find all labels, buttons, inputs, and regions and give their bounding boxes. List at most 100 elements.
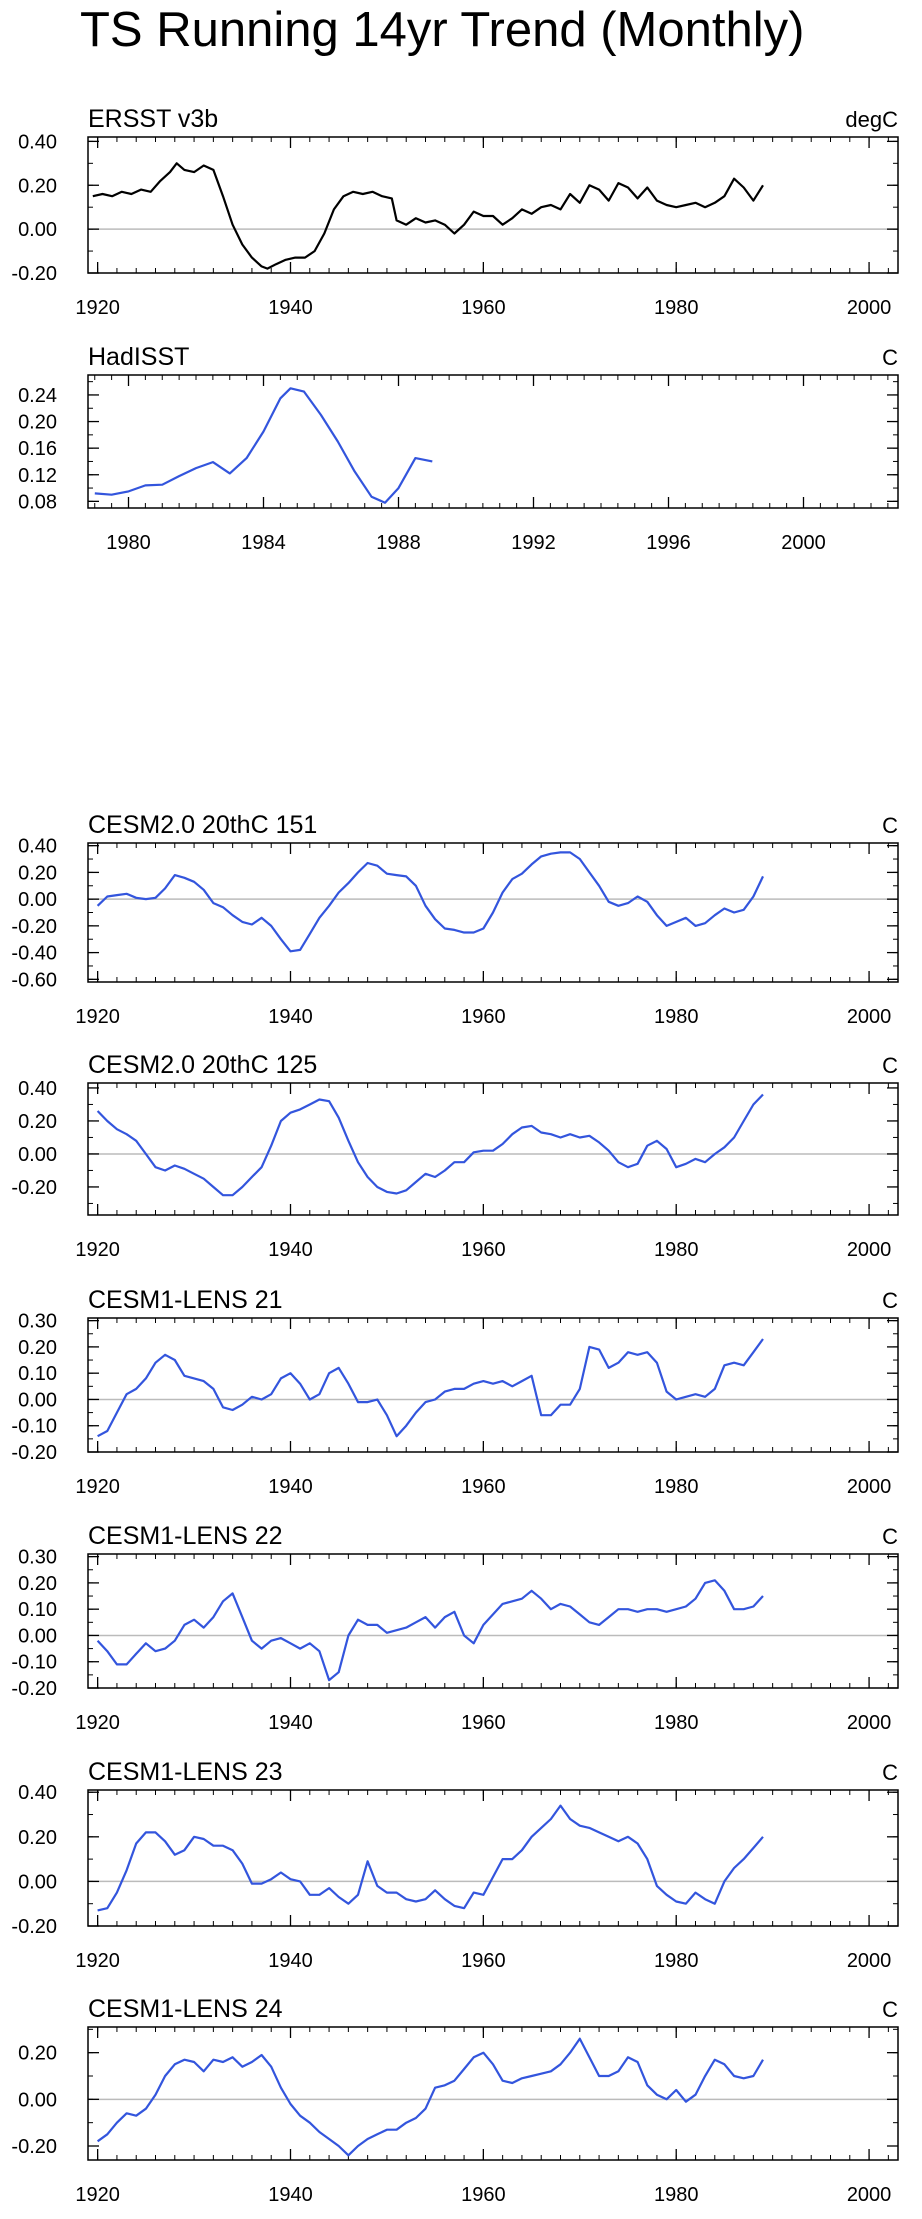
x-tick-label: 1920	[75, 1476, 120, 1498]
panel-units: C	[882, 1288, 898, 1313]
y-tick-label: -0.60	[11, 969, 57, 991]
y-tick-label: 0.00	[18, 1389, 57, 1411]
panel-title: CESM1-LENS 23	[88, 1758, 283, 1786]
x-tick-label: 1960	[461, 1239, 506, 1261]
x-tick-label: 1980	[654, 1476, 699, 1498]
main-title: TS Running 14yr Trend (Monthly)	[80, 3, 805, 57]
y-tick-label: 0.00	[18, 1625, 57, 1647]
x-tick-label: 1960	[461, 1006, 506, 1028]
y-tick-label: -0.20	[11, 1678, 57, 1700]
y-tick-label: 0.40	[18, 131, 57, 153]
y-tick-label: 0.16	[18, 438, 57, 460]
x-tick-label: 2000	[847, 1950, 892, 1972]
x-tick-label: 2000	[847, 1006, 892, 1028]
y-tick-label: 0.30	[18, 1311, 57, 1333]
data-series-line	[97, 1804, 764, 1912]
panel-units: C	[882, 1760, 898, 1785]
data-series-line	[96, 1093, 764, 1197]
y-tick-label: 0.20	[18, 862, 57, 884]
panel-title: ERSST v3b	[88, 105, 218, 133]
y-tick-label: -0.20	[11, 263, 57, 285]
x-tick-label: 1960	[461, 1476, 506, 1498]
y-tick-label: 0.00	[18, 2089, 57, 2111]
y-tick-label: -0.40	[11, 943, 57, 965]
y-tick-label: -0.20	[11, 916, 57, 938]
panel-1: ERSST v3b degC 1920 1940 1960 1980 2000 -0.20 0.…	[11, 105, 899, 319]
y-tick-label: -0.10	[11, 1416, 57, 1438]
x-tick-label: 1940	[268, 1006, 313, 1028]
x-tick-label: 1920	[75, 297, 120, 319]
x-tick-label: 1980	[654, 1239, 699, 1261]
x-tick-label: 2000	[847, 297, 892, 319]
x-tick-label: 2000	[847, 2184, 892, 2206]
x-tick-label: 1920	[75, 1239, 120, 1261]
y-tick-label: 0.24	[18, 385, 57, 407]
x-tick-label: 1960	[461, 1950, 506, 1972]
y-tick-label: 0.00	[18, 219, 57, 241]
y-tick-label: 0.12	[18, 465, 57, 487]
x-tick-label: 1940	[268, 1239, 313, 1261]
panel-frame	[87, 1789, 899, 1927]
x-tick-label: 1920	[75, 1006, 120, 1028]
panel-title: CESM2.0 20thC 151	[88, 811, 317, 839]
x-tick-label: 1960	[461, 2184, 506, 2206]
x-tick-label: 1960	[461, 1712, 506, 1734]
x-tick-label: 1940	[268, 1476, 313, 1498]
panel-title: HadISST	[88, 343, 189, 371]
y-tick-label: 0.08	[18, 491, 57, 513]
x-tick-label: 1940	[268, 1712, 313, 1734]
x-tick-label: 1920	[75, 1712, 120, 1734]
y-tick-label: 0.30	[18, 1547, 57, 1569]
data-series-line	[96, 1579, 764, 1682]
data-series-line	[97, 1338, 764, 1438]
data-series-line	[96, 2037, 764, 2157]
x-tick-label: 1992	[511, 532, 556, 554]
y-tick-label: 0.00	[18, 889, 57, 911]
x-tick-label: 2000	[847, 1712, 892, 1734]
panel-units: C	[882, 1053, 898, 1078]
y-tick-label: 0.00	[18, 1144, 57, 1166]
x-tick-label: 1984	[241, 532, 286, 554]
y-tick-label: 0.40	[18, 1078, 57, 1100]
y-tick-label: 0.00	[18, 1871, 57, 1893]
x-tick-label: 2000	[781, 532, 826, 554]
x-tick-label: 1940	[268, 2184, 313, 2206]
x-tick-label: 1980	[106, 532, 151, 554]
panel-7: CESM1-LENS 23 C 1920 1940 1960 1980 2000 -0.20 0…	[11, 1758, 899, 1972]
y-tick-label: 0.40	[18, 1782, 57, 1804]
x-tick-label: 1920	[75, 2184, 120, 2206]
panel-6: CESM1-LENS 22 C 1920 1940 1960 1980 2000 -0.20 -…	[11, 1522, 899, 1734]
panel-frame	[87, 2026, 899, 2161]
x-tick-label: 1960	[461, 297, 506, 319]
y-tick-label: 0.20	[18, 175, 57, 197]
x-tick-label: 1980	[654, 297, 699, 319]
x-tick-label: 1980	[654, 1006, 699, 1028]
panel-frame	[87, 1553, 899, 1689]
data-series-line	[92, 162, 764, 270]
data-series-line	[94, 387, 433, 504]
y-tick-label: -0.20	[11, 1442, 57, 1464]
panel-units: C	[882, 1997, 898, 2022]
x-tick-label: 1940	[268, 1950, 313, 1972]
panel-2: HadISST C 1980 1984 1988 1992 1996 2000 0.08 0.12…	[18, 343, 899, 554]
panel-units: degC	[845, 107, 898, 132]
x-tick-label: 1940	[268, 297, 313, 319]
panel-frame	[87, 1317, 899, 1453]
y-tick-label: 0.20	[18, 1573, 57, 1595]
panel-frame	[87, 842, 899, 983]
panel-frame	[87, 136, 899, 274]
panel-title: CESM2.0 20thC 125	[88, 1051, 317, 1079]
y-tick-label: -0.20	[11, 1177, 57, 1199]
x-tick-label: 2000	[847, 1476, 892, 1498]
y-tick-label: -0.10	[11, 1652, 57, 1674]
x-tick-label: 1980	[654, 2184, 699, 2206]
y-tick-label: 0.20	[18, 1111, 57, 1133]
x-tick-label: 1988	[376, 532, 421, 554]
panel-title: CESM1-LENS 24	[88, 1995, 283, 2023]
panel-3: CESM2.0 20thC 151 C 1920 1940 1960 1980 2000 -0…	[11, 811, 899, 1028]
panel-5: CESM1-LENS 21 C 1920 1940 1960 1980 2000 -0.20 -…	[11, 1286, 899, 1498]
y-tick-label: 0.20	[18, 1337, 57, 1359]
y-tick-label: 0.40	[18, 836, 57, 858]
panel-frame	[87, 374, 899, 509]
